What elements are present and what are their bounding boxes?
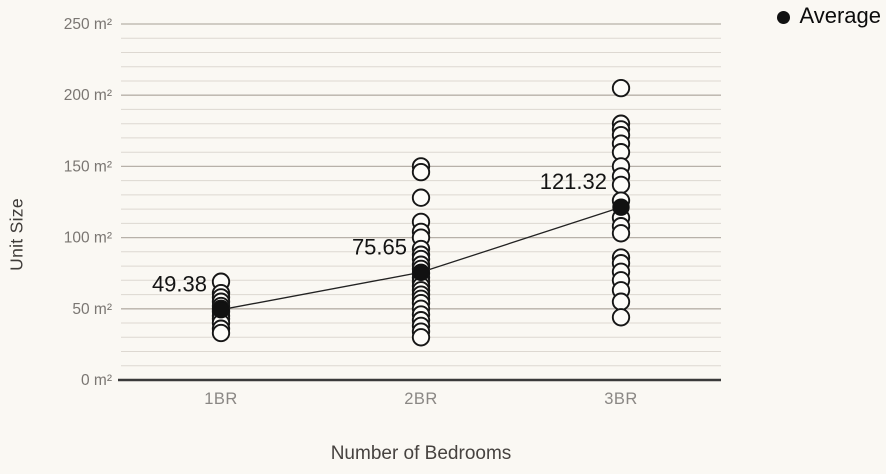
data-point [411,162,431,182]
y-tick-label: 100 m² [64,230,112,247]
data-point [411,188,431,207]
y-tick-label: 0 m² [81,372,112,389]
average-value-label: 121.32 [540,169,607,194]
y-axis-title: Unit Size [6,198,27,271]
data-point [611,292,631,311]
average-value-label: 49.38 [152,272,207,297]
data-point [611,78,631,98]
average-point [612,198,630,216]
legend-average-marker-icon [777,10,791,24]
x-tick-label: 3BR [604,390,638,408]
legend-average-label: Average [799,3,881,28]
x-tick-label: 1BR [204,390,238,408]
data-point [211,323,231,343]
y-tick-label: 200 m² [64,87,112,104]
x-axis-title: Number of Bedrooms [330,443,512,464]
data-point [611,175,631,195]
data-point [611,224,631,243]
y-tick-label: 250 m² [64,16,112,33]
data-point [611,308,631,327]
y-tick-label: 50 m² [72,301,112,318]
x-tick-label: 2BR [404,390,438,408]
data-point [411,328,431,347]
average-point [412,263,430,281]
legend: Average [777,3,881,29]
average-value-label: 75.65 [352,234,407,259]
average-point [212,301,230,319]
y-tick-label: 150 m² [64,158,112,175]
